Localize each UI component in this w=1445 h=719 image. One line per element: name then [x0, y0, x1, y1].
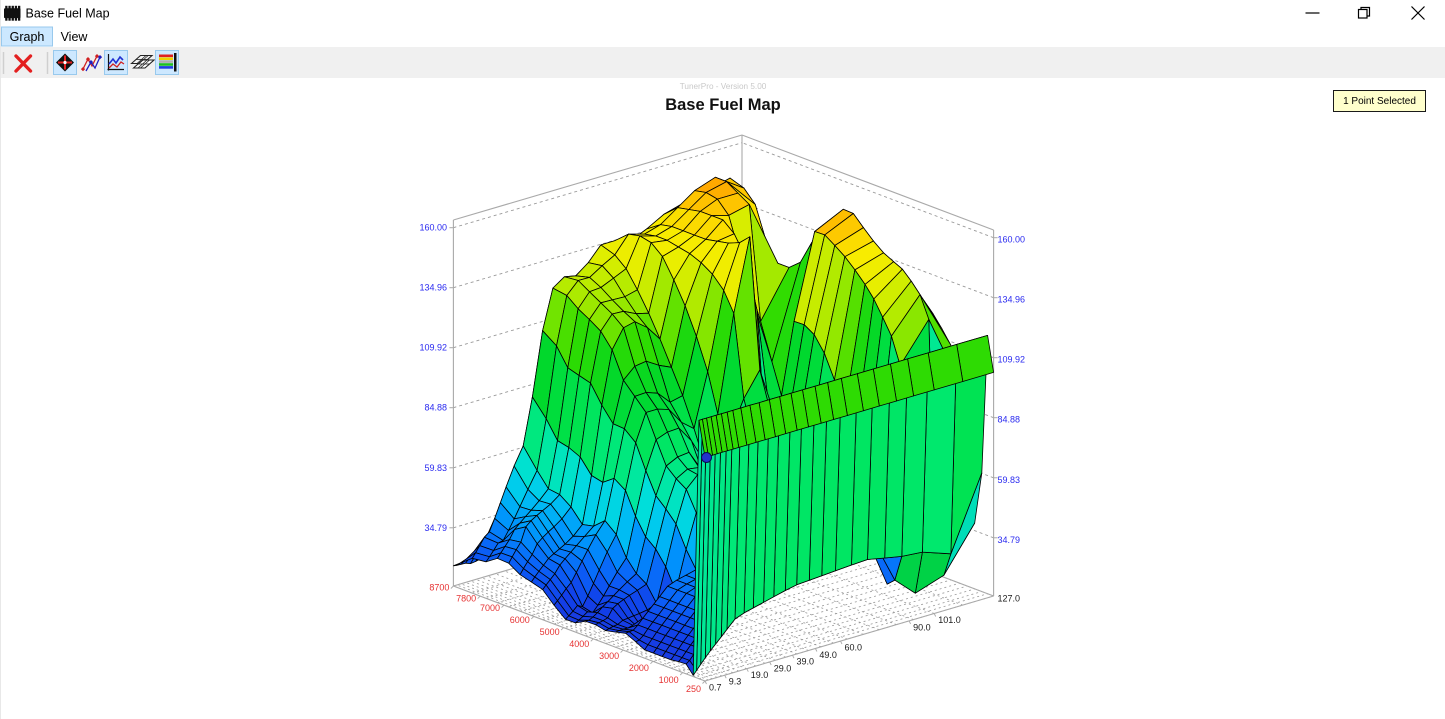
svg-text:90.0: 90.0	[913, 622, 931, 632]
svg-text:TunerPro - Version 5.00: TunerPro - Version 5.00	[680, 82, 767, 91]
svg-text:34.79: 34.79	[424, 523, 447, 533]
svg-text:101.0: 101.0	[938, 615, 961, 625]
svg-text:39.0: 39.0	[797, 657, 815, 667]
svg-text:34.79: 34.79	[998, 535, 1021, 545]
svg-text:60.0: 60.0	[845, 643, 863, 653]
svg-text:5000: 5000	[540, 627, 560, 637]
svg-text:Base Fuel Map: Base Fuel Map	[26, 7, 110, 21]
svg-text:160.00: 160.00	[998, 235, 1026, 245]
svg-text:109.92: 109.92	[998, 355, 1026, 365]
svg-text:Graph: Graph	[10, 30, 45, 44]
svg-text:7000: 7000	[480, 603, 500, 613]
svg-text:0.7: 0.7	[709, 683, 722, 693]
svg-text:View: View	[61, 30, 89, 44]
svg-text:59.83: 59.83	[998, 475, 1021, 485]
svg-text:29.0: 29.0	[774, 664, 792, 674]
svg-text:250: 250	[686, 684, 701, 694]
svg-text:3000: 3000	[599, 651, 619, 661]
svg-text:Base Fuel Map: Base Fuel Map	[665, 96, 781, 114]
svg-text:4000: 4000	[569, 639, 589, 649]
svg-text:9.3: 9.3	[729, 677, 742, 687]
svg-text:160.00: 160.00	[419, 223, 447, 233]
svg-text:134.96: 134.96	[419, 283, 447, 293]
svg-text:84.88: 84.88	[998, 415, 1021, 425]
svg-text:8700: 8700	[429, 583, 449, 593]
svg-text:1000: 1000	[659, 675, 679, 685]
svg-text:127.0: 127.0	[998, 594, 1021, 604]
svg-text:109.92: 109.92	[419, 343, 447, 353]
svg-text:59.83: 59.83	[424, 463, 447, 473]
svg-text:2000: 2000	[629, 663, 649, 673]
svg-text:7800: 7800	[456, 593, 476, 603]
svg-text:134.96: 134.96	[998, 295, 1026, 305]
svg-text:84.88: 84.88	[424, 403, 447, 413]
svg-text:49.0: 49.0	[819, 650, 837, 660]
svg-text:6000: 6000	[510, 615, 530, 625]
svg-text:19.0: 19.0	[751, 670, 769, 680]
